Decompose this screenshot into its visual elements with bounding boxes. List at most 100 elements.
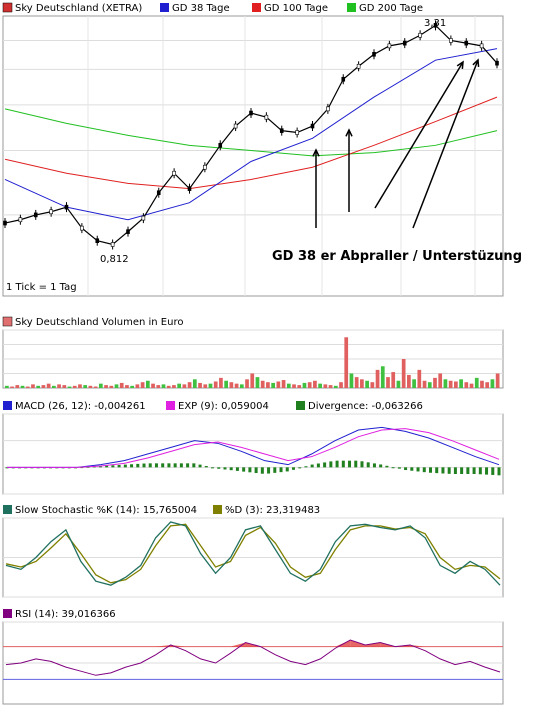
- divergence-bar: [385, 465, 389, 468]
- volume-bar: [354, 377, 359, 388]
- macd-grid: [3, 413, 503, 495]
- divergence-bar: [111, 465, 115, 468]
- price-candle-body: [372, 51, 376, 57]
- volume-bar: [5, 385, 9, 388]
- divergence-bar: [428, 467, 432, 473]
- volume-bar: [229, 382, 234, 388]
- annotation-arrow-head: [312, 148, 320, 157]
- divergence-bar: [472, 467, 476, 474]
- price-candle-body: [449, 38, 453, 43]
- divergence-bar: [98, 466, 102, 468]
- volume-bar: [266, 382, 270, 388]
- volume-bar: [224, 380, 229, 388]
- price-candle-body: [141, 215, 146, 221]
- legend-label-gd38: GD 38 Tage: [172, 3, 230, 14]
- volume-bar: [177, 383, 182, 388]
- volume-bar: [78, 384, 82, 388]
- divergence-bar: [453, 467, 457, 474]
- legend-swatch-macd: [3, 401, 12, 410]
- volume-bar: [469, 383, 474, 388]
- divergence-bar: [142, 463, 146, 468]
- macd-series-line: [7, 428, 500, 468]
- volume-bar: [323, 384, 328, 388]
- legend-swatch-gd100: [252, 3, 261, 12]
- legend-swatch-stoch-d: [213, 505, 222, 514]
- volume-bar: [198, 382, 202, 388]
- stoch-series-line: [5, 521, 501, 586]
- divergence-bar: [105, 465, 109, 468]
- volume-bar: [380, 366, 385, 388]
- price-candle-body: [64, 204, 69, 210]
- price-candle-body: [233, 123, 238, 129]
- divergence-bar: [366, 462, 370, 468]
- annotation-arrow-head: [456, 60, 464, 70]
- divergence-bar: [404, 467, 408, 471]
- volume-bar: [192, 379, 197, 388]
- divergence-bar: [242, 467, 246, 472]
- volume-bar: [333, 385, 338, 388]
- divergence-bar: [447, 467, 451, 474]
- volume-bar: [104, 385, 108, 388]
- volume-bar: [20, 385, 25, 388]
- volume-bar: [427, 382, 432, 388]
- divergence-bar: [310, 464, 314, 468]
- volume-bar: [433, 377, 437, 388]
- price-plot: [3, 20, 499, 250]
- annotation-arrow-head: [345, 128, 353, 137]
- divergence-bar: [154, 463, 158, 468]
- volume-bar: [464, 382, 469, 388]
- divergence-bar: [204, 466, 208, 468]
- divergence-bar: [416, 467, 420, 472]
- divergence-bar: [148, 463, 152, 468]
- divergence-bar: [460, 467, 464, 474]
- volume-bar: [245, 379, 249, 388]
- divergence-bar: [117, 464, 121, 468]
- divergence-bar: [497, 467, 501, 476]
- volume-bar: [370, 382, 375, 388]
- price-candle-body: [279, 128, 284, 133]
- volume-bar: [313, 380, 317, 388]
- min-label: 0,812: [100, 254, 129, 265]
- volume-bar: [119, 382, 124, 388]
- volume-bar: [25, 386, 30, 388]
- volume-bar: [31, 384, 35, 388]
- divergence-bar: [254, 467, 258, 474]
- volume-bar: [98, 383, 103, 388]
- divergence-bar: [291, 467, 295, 470]
- price-series-line: [4, 108, 498, 157]
- legend-label-gd200: GD 200 Tage: [359, 3, 423, 14]
- price-candle-body: [433, 23, 438, 28]
- rsi-overbought-fill: [155, 644, 171, 647]
- price-candle-body: [110, 242, 115, 247]
- divergence-bar: [466, 467, 470, 474]
- legend-label-divergence: Divergence: -0,063266: [308, 401, 423, 412]
- volume-bar: [480, 380, 484, 388]
- price-candle-body: [418, 32, 422, 38]
- volume-bar: [234, 383, 239, 388]
- volume-bar: [276, 381, 281, 388]
- volume-bars: [5, 337, 500, 388]
- volume-bar: [396, 380, 401, 388]
- volume-bar: [36, 385, 41, 388]
- price-series-line: [4, 96, 498, 190]
- volume-bar: [156, 385, 161, 388]
- legend-swatch-stoch-k: [3, 505, 12, 514]
- volume-bar: [422, 380, 427, 388]
- legend-swatch-volume: [2, 316, 13, 327]
- price-candle-body: [203, 164, 207, 170]
- divergence-bar: [422, 467, 426, 473]
- volume-bar: [187, 382, 192, 388]
- volume-bar: [375, 369, 380, 388]
- volume-bar: [93, 386, 98, 388]
- divergence-bar: [167, 463, 171, 468]
- annotation-arrow-line: [412, 59, 479, 229]
- divergence-bar: [335, 460, 339, 468]
- divergence-bar: [229, 467, 233, 471]
- price-candle-body: [18, 217, 23, 223]
- legend-label-stoch-d: %D (3): 23,319483: [225, 505, 320, 516]
- volume-bar: [281, 380, 286, 388]
- period-label: 1 Tick = 1 Tag: [6, 282, 77, 293]
- volume-bar: [260, 380, 265, 388]
- volume-bar: [286, 383, 291, 388]
